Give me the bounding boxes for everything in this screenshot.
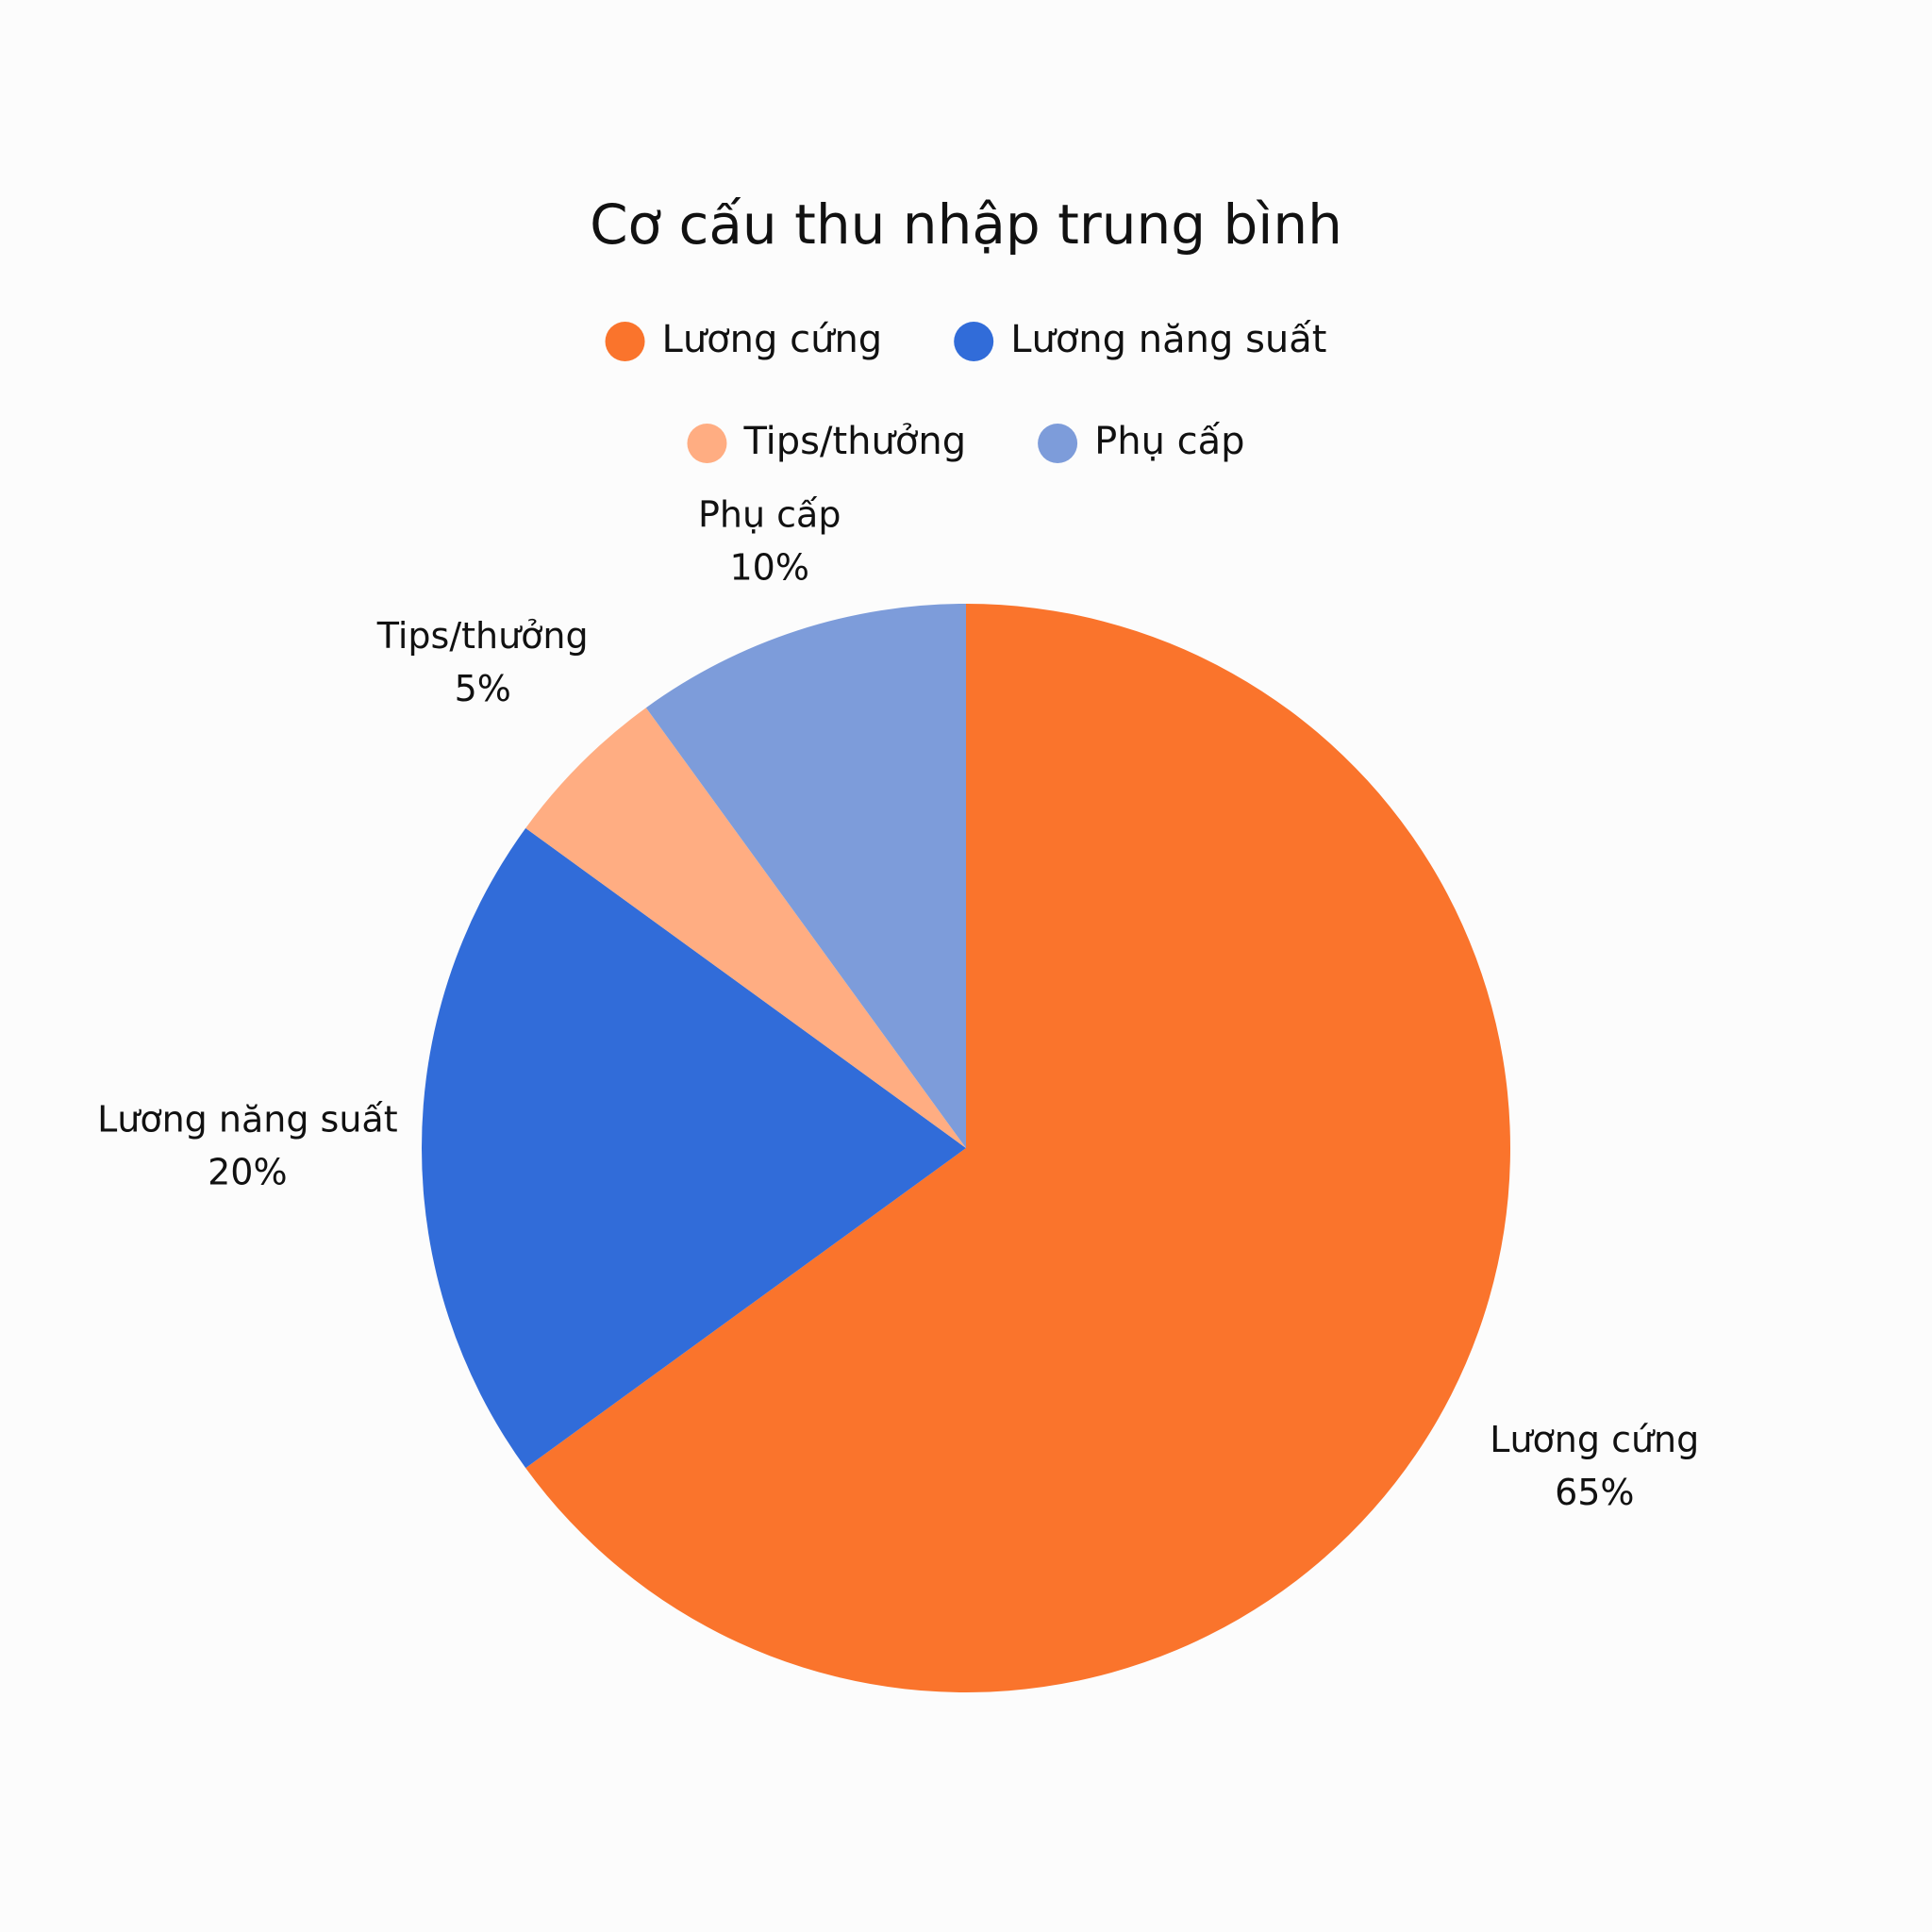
slice-value-label: 10% xyxy=(730,547,809,589)
legend-swatch xyxy=(954,322,994,361)
slice-value-label: 5% xyxy=(455,668,511,709)
pie-slice xyxy=(525,604,1511,1692)
legend-text: Phụ cấp xyxy=(1094,420,1244,463)
legend-text: Lương năng suất xyxy=(1010,318,1326,361)
pie-slice xyxy=(645,604,966,1148)
slice-label: Lương cứng xyxy=(1490,1419,1699,1460)
slice-value-label: 20% xyxy=(208,1152,287,1193)
pie-slice xyxy=(422,827,967,1469)
slice-label: Phụ cấp xyxy=(698,494,841,536)
pie-slice xyxy=(525,708,966,1148)
legend-text: Tips/thưởng xyxy=(742,420,966,463)
slice-label: Lương năng suất xyxy=(97,1099,398,1141)
legend-row: Tips/thưởng Phụ cấp xyxy=(687,420,1245,463)
legend-text: Lương cứng xyxy=(662,318,883,361)
legend-swatch xyxy=(1038,424,1078,463)
legend-row: Lương cứng Lương năng suất xyxy=(605,318,1326,361)
legend-swatch xyxy=(687,424,727,463)
chart-title: Cơ cấu thu nhập trung bình xyxy=(590,192,1342,257)
slice-label: Tips/thưởng xyxy=(376,615,589,657)
slice-value-label: 65% xyxy=(1555,1472,1634,1513)
legend-swatch xyxy=(605,322,645,361)
